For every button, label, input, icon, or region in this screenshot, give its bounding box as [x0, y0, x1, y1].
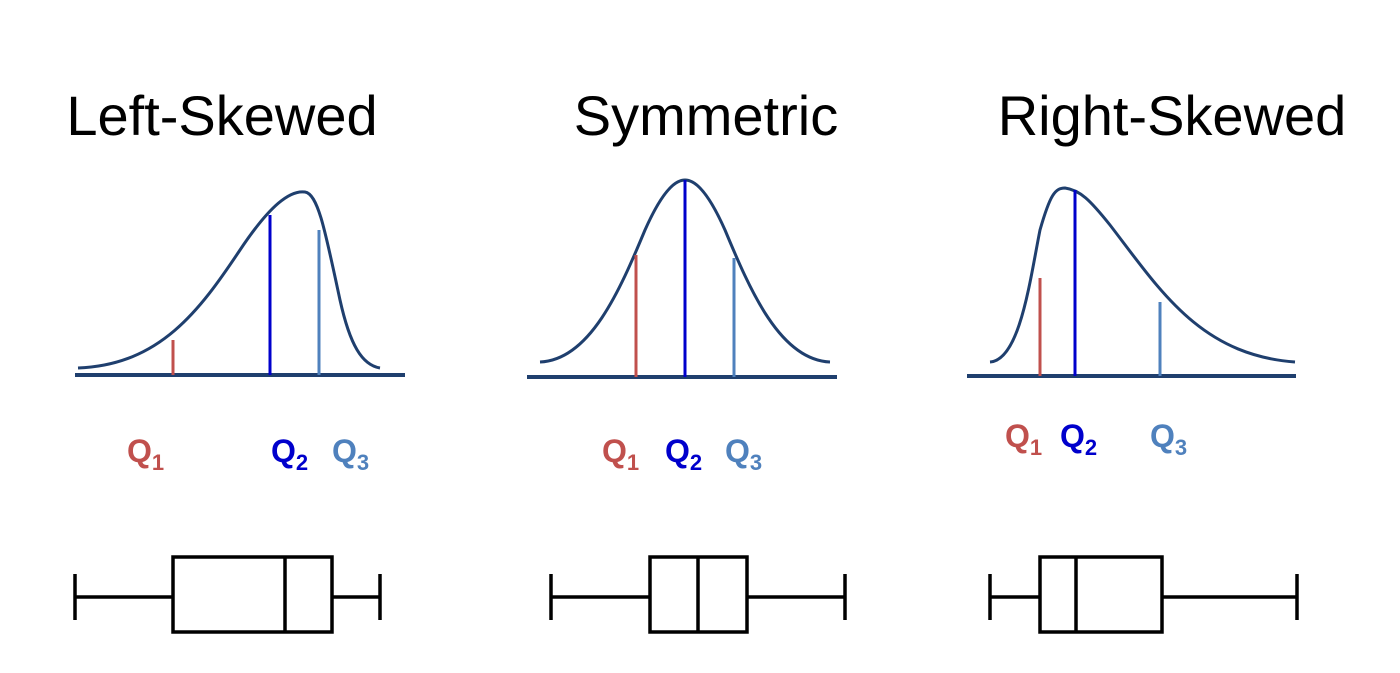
box	[1038, 555, 1164, 634]
quartile-letter: Q	[665, 433, 690, 469]
quartile-label: Q3	[725, 433, 762, 475]
quartile-subscript: 1	[1030, 435, 1042, 460]
quartile-letter: Q	[1060, 418, 1085, 454]
quartile-label: Q2	[271, 433, 308, 475]
quartile-letter: Q	[1005, 418, 1030, 454]
quartile-letter: Q	[725, 433, 750, 469]
density-curve	[77, 190, 381, 370]
quartile-subscript: 3	[357, 450, 369, 475]
panel-title: Left-Skewed	[66, 84, 377, 147]
panel-title: Right-Skewed	[998, 84, 1347, 147]
quartile-subscript: 2	[690, 450, 702, 475]
quartile-subscript: 2	[296, 450, 308, 475]
quartile-label: Q2	[665, 433, 702, 475]
quartile-subscript: 2	[1085, 435, 1097, 460]
quartile-letter: Q	[127, 433, 152, 469]
quartile-label: Q3	[332, 433, 369, 475]
quartile-label: Q1	[127, 433, 164, 475]
density-curve	[989, 186, 1296, 364]
quartile-subscript: 3	[750, 450, 762, 475]
quartile-subscript: 3	[1175, 435, 1187, 460]
quartile-subscript: 1	[627, 450, 639, 475]
quartile-letter: Q	[332, 433, 357, 469]
quartile-label: Q1	[602, 433, 639, 475]
quartile-label: Q2	[1060, 418, 1097, 460]
quartile-letter: Q	[1150, 418, 1175, 454]
panel-title: Symmetric	[574, 84, 838, 147]
quartile-letter: Q	[271, 433, 296, 469]
quartile-label: Q1	[1005, 418, 1042, 460]
quartile-subscript: 1	[152, 450, 164, 475]
quartile-letter: Q	[602, 433, 627, 469]
quartile-label: Q3	[1150, 418, 1187, 460]
box	[171, 555, 334, 634]
